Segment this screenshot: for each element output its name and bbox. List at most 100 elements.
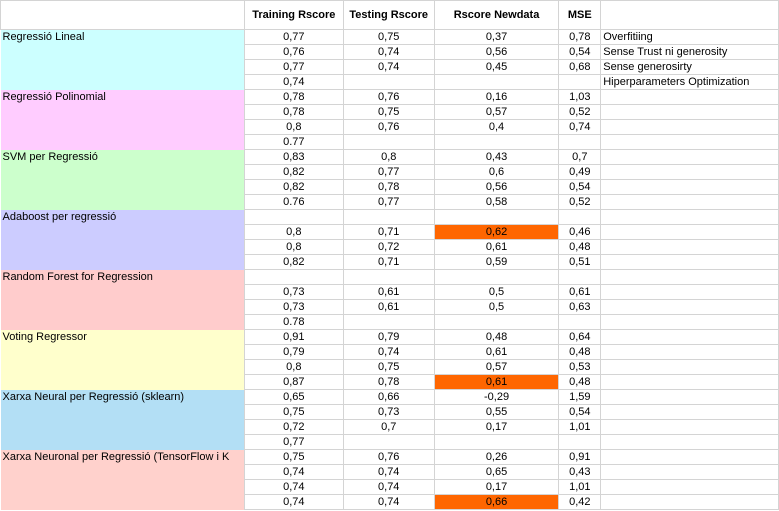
value-cell[interactable]: 0,43	[433, 149, 560, 165]
note-cell[interactable]	[600, 374, 779, 390]
value-cell[interactable]: 0,17	[433, 479, 560, 495]
value-cell[interactable]: 0,74	[243, 464, 344, 480]
value-cell[interactable]: 1,01	[558, 479, 602, 495]
value-cell[interactable]: 0,42	[558, 494, 602, 510]
note-cell[interactable]	[600, 149, 779, 165]
value-cell[interactable]: 0,57	[433, 359, 560, 375]
note-cell[interactable]	[600, 299, 779, 315]
value-cell[interactable]: 1,59	[558, 389, 602, 405]
value-cell[interactable]: 0,72	[243, 419, 344, 435]
value-cell[interactable]: 0,5	[433, 299, 560, 315]
note-cell[interactable]	[600, 164, 779, 180]
model-name-cell[interactable]: Regressió Lineal	[0, 29, 245, 90]
value-cell[interactable]: 0,7	[342, 419, 435, 435]
value-cell[interactable]: 1,03	[558, 89, 602, 105]
value-cell[interactable]	[433, 314, 560, 330]
value-cell[interactable]: 0,59	[433, 254, 560, 270]
note-cell[interactable]	[600, 119, 779, 135]
note-cell[interactable]: Hiperparameters Optimization	[600, 74, 779, 90]
value-cell[interactable]	[342, 74, 435, 90]
value-cell[interactable]: 1,01	[558, 419, 602, 435]
value-cell[interactable]	[243, 269, 344, 285]
value-cell[interactable]	[433, 209, 560, 225]
value-cell[interactable]: 0,79	[342, 329, 435, 345]
value-cell[interactable]: 0,65	[433, 464, 560, 480]
value-cell[interactable]: 0,46	[558, 224, 602, 240]
note-cell[interactable]	[600, 134, 779, 150]
value-cell[interactable]: 0,61	[342, 299, 435, 315]
value-cell[interactable]: 0,74	[342, 464, 435, 480]
value-cell[interactable]: 0,58	[433, 194, 560, 210]
value-cell[interactable]: 0,8	[243, 224, 344, 240]
value-cell[interactable]: 0,75	[342, 359, 435, 375]
value-cell[interactable]: 0,73	[243, 284, 344, 300]
value-cell[interactable]	[342, 134, 435, 150]
value-cell[interactable]: 0,49	[558, 164, 602, 180]
value-cell[interactable]	[558, 434, 602, 450]
value-cell[interactable]: 0,52	[558, 104, 602, 120]
value-cell[interactable]: 0,74	[342, 344, 435, 360]
value-cell[interactable]: 0,48	[558, 374, 602, 390]
note-cell[interactable]	[600, 269, 779, 285]
value-cell[interactable]: 0,77	[243, 59, 344, 75]
value-cell[interactable]: 0,8	[243, 239, 344, 255]
value-cell[interactable]: 0,72	[342, 239, 435, 255]
note-cell[interactable]	[600, 89, 779, 105]
model-name-cell[interactable]: Random Forest for Regression	[0, 269, 245, 330]
value-cell[interactable]: 0,37	[433, 29, 560, 45]
note-cell[interactable]	[600, 419, 779, 435]
note-cell[interactable]	[600, 464, 779, 480]
column-header[interactable]: MSE	[558, 0, 602, 30]
note-cell[interactable]	[600, 449, 779, 465]
note-cell[interactable]	[600, 194, 779, 210]
value-cell[interactable]: 0,43	[558, 464, 602, 480]
value-cell[interactable]: 0,79	[243, 344, 344, 360]
value-cell[interactable]: 0,76	[342, 449, 435, 465]
note-cell[interactable]	[600, 104, 779, 120]
value-cell[interactable]: 0,78	[243, 89, 344, 105]
value-cell[interactable]: 0,57	[433, 104, 560, 120]
value-cell[interactable]: 0,5	[433, 284, 560, 300]
value-cell[interactable]: 0,78	[342, 179, 435, 195]
model-name-cell[interactable]: Voting Regressor	[0, 329, 245, 390]
value-cell[interactable]: 0,71	[342, 254, 435, 270]
value-cell[interactable]: 0.78	[243, 314, 344, 330]
value-cell[interactable]: 0,56	[433, 179, 560, 195]
value-cell[interactable]	[342, 434, 435, 450]
value-cell[interactable]: 0,75	[342, 29, 435, 45]
column-header[interactable]: Testing Rscore	[342, 0, 435, 30]
value-cell[interactable]: 0,68	[558, 59, 602, 75]
value-cell[interactable]	[433, 74, 560, 90]
value-cell[interactable]	[558, 74, 602, 90]
value-cell[interactable]: 0,78	[342, 374, 435, 390]
value-cell[interactable]	[433, 434, 560, 450]
note-cell[interactable]	[600, 314, 779, 330]
column-header[interactable]: Rscore Newdata	[433, 0, 560, 30]
model-name-cell[interactable]: Adaboost per regressió	[0, 209, 245, 270]
value-cell[interactable]: 0,91	[558, 449, 602, 465]
value-cell[interactable]: 0.77	[243, 134, 344, 150]
note-cell[interactable]: Sense generosirty	[600, 59, 779, 75]
header-corner[interactable]	[0, 0, 245, 30]
value-cell[interactable]	[342, 314, 435, 330]
value-cell[interactable]: 0,74	[243, 479, 344, 495]
value-cell[interactable]	[433, 269, 560, 285]
value-cell[interactable]: 0,83	[243, 149, 344, 165]
value-cell[interactable]: 0,48	[558, 239, 602, 255]
value-cell[interactable]: 0,66	[433, 494, 560, 510]
note-cell[interactable]	[600, 179, 779, 195]
value-cell[interactable]: 0,16	[433, 89, 560, 105]
value-cell[interactable]: 0,61	[558, 284, 602, 300]
value-cell[interactable]: 0,48	[433, 329, 560, 345]
value-cell[interactable]: 0,76	[342, 119, 435, 135]
value-cell[interactable]: 0,74	[342, 44, 435, 60]
value-cell[interactable]: 0,53	[558, 359, 602, 375]
value-cell[interactable]: 0,91	[243, 329, 344, 345]
value-cell[interactable]: 0,78	[558, 29, 602, 45]
value-cell[interactable]: 0,54	[558, 44, 602, 60]
value-cell[interactable]: 0,8	[243, 119, 344, 135]
value-cell[interactable]: 0,74	[342, 59, 435, 75]
value-cell[interactable]: 0,74	[243, 494, 344, 510]
value-cell[interactable]: 0,82	[243, 254, 344, 270]
value-cell[interactable]: 0,82	[243, 164, 344, 180]
